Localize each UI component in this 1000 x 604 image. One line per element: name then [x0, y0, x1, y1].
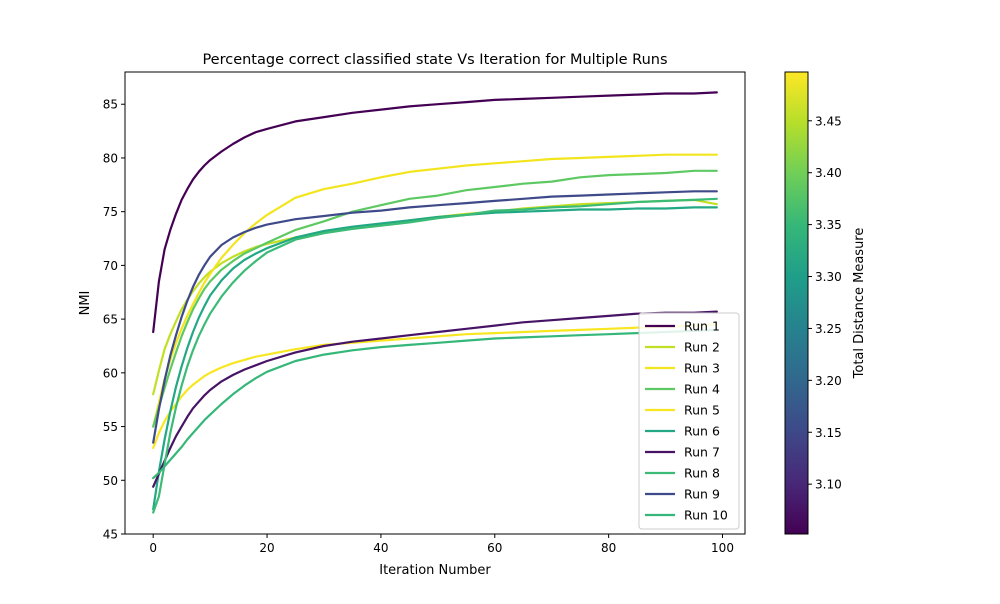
y-tick-label: 65 [103, 313, 118, 327]
legend: Run 1 Run 2 Run 3 Run 4 Run 5 Run 6 Run 7 Run 8… [638, 312, 740, 530]
x-tick-label: 40 [373, 541, 388, 555]
y-tick-label: 55 [103, 420, 118, 434]
series-line-run-3 [152, 153, 718, 428]
colorbar-tick-label: 3.15 [815, 426, 842, 440]
legend-label-run-1: Run 1 [684, 319, 720, 334]
colorbar: 3.10 3.15 3.20 3.25 3.30 3.35 3.40 3.45 [784, 71, 842, 535]
y-tick-label: 45 [103, 528, 118, 542]
series-line-run-2 [152, 198, 718, 396]
x-tick-label: 0 [149, 541, 157, 555]
y-tick-label: 50 [103, 474, 118, 488]
series-line-run-4 [152, 169, 718, 428]
y-tick-label: 75 [103, 205, 118, 219]
colorbar-tick-label: 3.20 [815, 374, 842, 388]
y-axis: 45 50 55 60 65 70 75 80 85 [103, 98, 125, 542]
series-line-run-7 [152, 310, 718, 488]
colorbar-tick-label: 3.30 [815, 270, 842, 284]
series-line-run-8 [152, 197, 718, 514]
series-line-run-5 [152, 323, 718, 450]
axes-frame [124, 71, 746, 535]
x-tick-label: 20 [259, 541, 274, 555]
colorbar-gradient [784, 71, 809, 535]
legend-label-run-3: Run 3 [684, 361, 720, 376]
colorbar-tick-label: 3.25 [815, 322, 842, 336]
legend-label-run-8: Run 8 [684, 466, 720, 481]
series-line-run-10 [152, 328, 718, 480]
x-tick-label: 60 [487, 541, 502, 555]
legend-label-run-2: Run 2 [684, 340, 720, 355]
series-line-run-6 [152, 206, 718, 511]
series-line-run-1 [152, 91, 718, 334]
legend-label-run-10: Run 10 [684, 508, 728, 523]
chart-title: Percentage correct classified state Vs I… [202, 52, 667, 68]
legend-label-run-6: Run 6 [684, 424, 720, 439]
legend-label-run-5: Run 5 [684, 403, 720, 418]
legend-label-run-4: Run 4 [684, 382, 720, 397]
x-axis: 0 20 40 60 80 100 [149, 534, 734, 555]
y-tick-label: 70 [103, 259, 118, 273]
colorbar-tick-label: 3.10 [815, 478, 842, 492]
colorbar-label: Total Distance Measure [852, 228, 867, 380]
y-tick-label: 85 [103, 98, 118, 112]
plot-area [124, 71, 746, 535]
x-axis-label: Iteration Number [379, 563, 491, 578]
series-line-run-9 [152, 190, 718, 444]
legend-label-run-9: Run 9 [684, 487, 720, 502]
x-tick-label: 100 [711, 541, 734, 555]
x-tick-label: 80 [601, 541, 616, 555]
y-tick-label: 60 [103, 366, 118, 380]
colorbar-tick-label: 3.45 [815, 114, 842, 128]
y-axis-label: NMI [78, 291, 93, 316]
colorbar-tick-label: 3.35 [815, 218, 842, 232]
colorbar-tick-label: 3.40 [815, 166, 842, 180]
y-tick-label: 80 [103, 151, 118, 165]
legend-label-run-7: Run 7 [684, 445, 720, 460]
